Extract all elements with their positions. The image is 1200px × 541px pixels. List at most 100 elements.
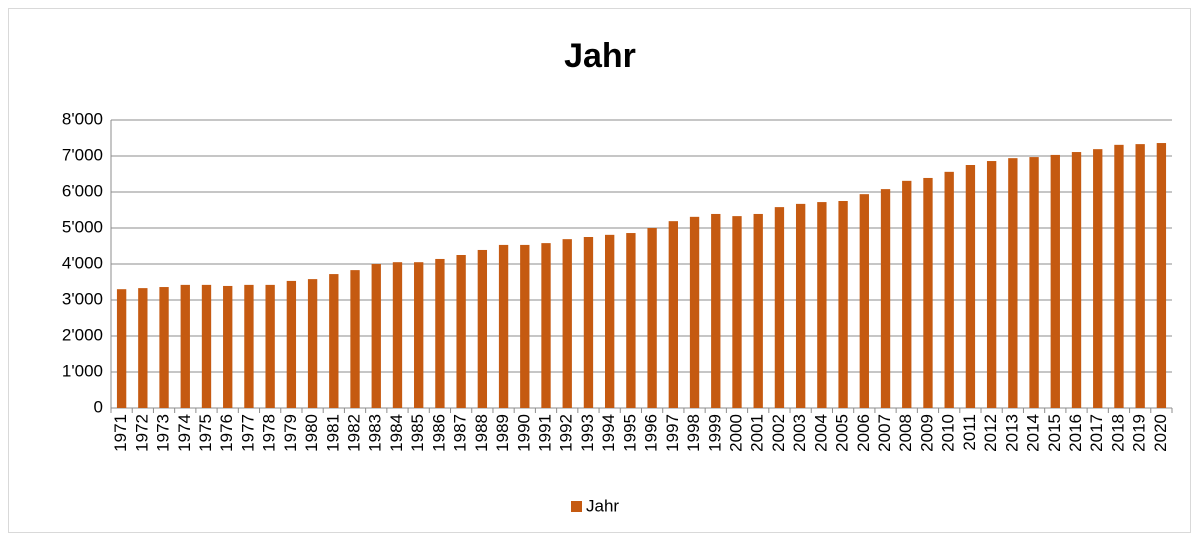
x-tick-label: 2000 — [726, 414, 745, 452]
bar — [371, 264, 381, 408]
bar — [138, 288, 148, 408]
x-tick-label: 2012 — [981, 414, 1000, 452]
bar — [223, 285, 233, 408]
x-tick-label: 1996 — [642, 414, 661, 452]
bar — [541, 243, 551, 408]
bar — [350, 270, 360, 408]
x-tick-label: 1991 — [535, 414, 554, 452]
x-tick-label: 2016 — [1066, 414, 1085, 452]
legend-swatch — [571, 501, 582, 512]
x-tick-label: 1974 — [175, 414, 194, 452]
y-tick-label: 7'000 — [62, 145, 103, 164]
y-tick-label: 0 — [94, 397, 103, 416]
bar — [689, 216, 700, 408]
x-tick-label: 1975 — [196, 414, 215, 452]
bar — [1050, 154, 1060, 408]
x-tick-label: 2004 — [811, 414, 830, 452]
bar — [583, 237, 594, 408]
x-tick-label: 2020 — [1151, 414, 1170, 452]
bar — [647, 228, 657, 408]
x-tick-label: 1997 — [663, 414, 682, 452]
x-tick-label: 2009 — [917, 414, 936, 452]
bar — [817, 202, 827, 408]
x-tick-label: 2011 — [960, 414, 979, 451]
x-tick-label: 2002 — [769, 414, 788, 452]
x-tick-label: 2013 — [1002, 414, 1021, 452]
x-tick-label: 1977 — [238, 414, 257, 452]
y-tick-label: 4'000 — [62, 253, 103, 272]
x-tick-label: 1988 — [472, 414, 491, 452]
x-tick-label: 1985 — [408, 414, 427, 452]
bar — [1135, 144, 1145, 408]
x-tick-label: 2008 — [896, 414, 915, 452]
x-tick-label: 1984 — [387, 414, 406, 452]
bar — [201, 284, 212, 408]
bar — [244, 284, 254, 408]
bar — [307, 279, 318, 408]
bar — [392, 262, 403, 408]
bar — [1114, 144, 1124, 408]
bar — [902, 180, 912, 408]
x-tick-label: 2018 — [1108, 414, 1127, 452]
bar — [795, 203, 806, 408]
x-tick-label: 1979 — [281, 414, 300, 452]
x-tick-label: 1982 — [345, 414, 364, 452]
bar — [753, 213, 763, 408]
bar — [414, 262, 424, 408]
x-tick-label: 1992 — [557, 414, 576, 452]
x-tick-label: 1971 — [111, 414, 130, 452]
bar — [1093, 149, 1103, 408]
bar — [859, 194, 869, 408]
chart-title: Jahr — [564, 37, 636, 75]
x-tick-label: 1989 — [493, 414, 512, 452]
legend-label: Jahr — [586, 496, 619, 515]
bar — [456, 255, 466, 408]
x-tick-label: 1993 — [578, 414, 597, 452]
x-tick-label: 1978 — [260, 414, 279, 452]
y-tick-label: 8'000 — [62, 109, 103, 128]
x-tick-label: 1972 — [132, 414, 151, 452]
bar — [286, 280, 297, 408]
x-tick-label: 1994 — [599, 414, 618, 452]
bar — [668, 221, 678, 408]
x-tick-label: 2001 — [748, 414, 767, 452]
bar — [1029, 157, 1039, 408]
x-tick-label: 2005 — [833, 414, 852, 452]
y-tick-label: 3'000 — [62, 289, 103, 308]
bar — [626, 233, 636, 408]
y-tick-label: 1'000 — [62, 361, 103, 380]
x-tick-label: 1999 — [705, 414, 724, 452]
y-tick-label: 2'000 — [62, 325, 103, 344]
x-tick-label: 1980 — [302, 414, 321, 452]
x-tick-label: 2007 — [875, 414, 894, 452]
x-tick-label: 2015 — [1045, 414, 1064, 452]
x-tick-label: 2010 — [939, 414, 958, 452]
bar — [1156, 143, 1167, 409]
bar — [562, 239, 572, 408]
x-tick-label: 1981 — [323, 414, 342, 452]
bar — [265, 284, 275, 408]
x-tick-label: 1998 — [684, 414, 703, 452]
y-tick-label: 6'000 — [62, 181, 103, 200]
bar — [1071, 152, 1082, 408]
bar — [986, 161, 997, 408]
bar — [838, 201, 848, 408]
bar — [732, 216, 742, 408]
x-tick-label: 2014 — [1024, 414, 1043, 452]
x-tick-label: 1976 — [217, 414, 236, 452]
bar — [329, 274, 339, 408]
bar — [477, 249, 488, 408]
x-tick-label: 2019 — [1130, 414, 1149, 452]
bar — [520, 244, 530, 408]
bar — [498, 244, 509, 408]
bar — [605, 234, 615, 408]
bar — [965, 165, 976, 408]
bar — [116, 289, 127, 408]
x-tick-label: 1986 — [429, 414, 448, 452]
x-tick-label: 2006 — [854, 414, 873, 452]
x-tick-label: 2003 — [790, 414, 809, 452]
bar — [774, 207, 785, 408]
bar — [711, 213, 721, 408]
bar — [923, 177, 933, 408]
